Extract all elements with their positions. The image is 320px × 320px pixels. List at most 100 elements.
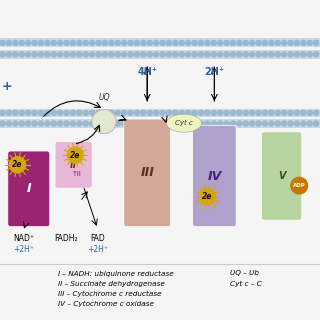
Circle shape [102,121,108,126]
Circle shape [275,40,280,45]
Text: II – Succinate dehydrogenase: II – Succinate dehydrogenase [58,281,164,287]
Circle shape [282,40,287,45]
Circle shape [38,52,44,57]
Circle shape [45,110,50,116]
Circle shape [58,40,63,45]
Circle shape [32,52,37,57]
Circle shape [301,121,306,126]
Circle shape [205,52,210,57]
Bar [0,50,320,59]
Circle shape [173,52,178,57]
Circle shape [250,121,255,126]
Circle shape [19,121,24,126]
Text: ↑II: ↑II [72,172,82,177]
Circle shape [6,40,12,45]
Circle shape [243,110,248,116]
Circle shape [70,52,76,57]
Text: +2H⁺: +2H⁺ [13,245,35,254]
Circle shape [122,40,127,45]
Text: FAD: FAD [90,234,105,243]
Circle shape [218,121,223,126]
Circle shape [269,110,274,116]
Circle shape [294,110,300,116]
Circle shape [224,110,229,116]
Circle shape [237,52,242,57]
Circle shape [186,110,191,116]
Circle shape [275,110,280,116]
Circle shape [314,121,319,126]
Circle shape [173,40,178,45]
Text: I – NADH: ubiquinone reductase: I – NADH: ubiquinone reductase [58,270,173,276]
Circle shape [32,40,37,45]
Circle shape [109,110,114,116]
Circle shape [256,110,261,116]
Circle shape [26,110,31,116]
Circle shape [51,40,56,45]
Text: Cyt c: Cyt c [175,120,193,126]
Circle shape [115,52,120,57]
Circle shape [141,40,146,45]
Circle shape [70,121,76,126]
Circle shape [186,121,191,126]
Circle shape [154,40,159,45]
Circle shape [237,40,242,45]
Circle shape [19,110,24,116]
Circle shape [64,110,69,116]
Circle shape [179,52,184,57]
Circle shape [115,40,120,45]
Circle shape [134,110,140,116]
Circle shape [77,40,82,45]
Circle shape [154,110,159,116]
Circle shape [205,121,210,126]
Circle shape [314,40,319,45]
Circle shape [288,110,293,116]
Circle shape [262,121,268,126]
Circle shape [154,121,159,126]
Circle shape [83,121,88,126]
Circle shape [294,52,300,57]
Circle shape [96,40,101,45]
Circle shape [19,40,24,45]
Circle shape [218,40,223,45]
Circle shape [13,52,18,57]
Circle shape [77,121,82,126]
Circle shape [83,40,88,45]
Circle shape [90,40,95,45]
Circle shape [224,52,229,57]
Text: III: III [140,166,154,179]
Circle shape [83,52,88,57]
Circle shape [301,40,306,45]
Circle shape [0,110,5,116]
Circle shape [32,121,37,126]
Text: 2e: 2e [202,192,212,201]
Circle shape [51,52,56,57]
Circle shape [58,52,63,57]
Circle shape [218,52,223,57]
Circle shape [154,52,159,57]
Circle shape [211,40,216,45]
Circle shape [13,40,18,45]
Circle shape [77,52,82,57]
Circle shape [179,110,184,116]
Text: 2e: 2e [12,160,23,169]
Circle shape [269,52,274,57]
Circle shape [109,40,114,45]
Circle shape [26,121,31,126]
Circle shape [282,121,287,126]
Circle shape [38,40,44,45]
Text: IV – Cytochrome c oxidase: IV – Cytochrome c oxidase [58,301,154,307]
Bar [0,38,320,47]
Text: 4H⁺: 4H⁺ [137,67,157,77]
Circle shape [269,121,274,126]
Circle shape [224,121,229,126]
Circle shape [128,110,133,116]
Circle shape [294,121,300,126]
Circle shape [262,40,268,45]
Circle shape [301,110,306,116]
Circle shape [6,110,12,116]
Circle shape [314,52,319,57]
Circle shape [192,40,197,45]
Circle shape [205,110,210,116]
FancyBboxPatch shape [193,125,236,227]
Circle shape [256,121,261,126]
